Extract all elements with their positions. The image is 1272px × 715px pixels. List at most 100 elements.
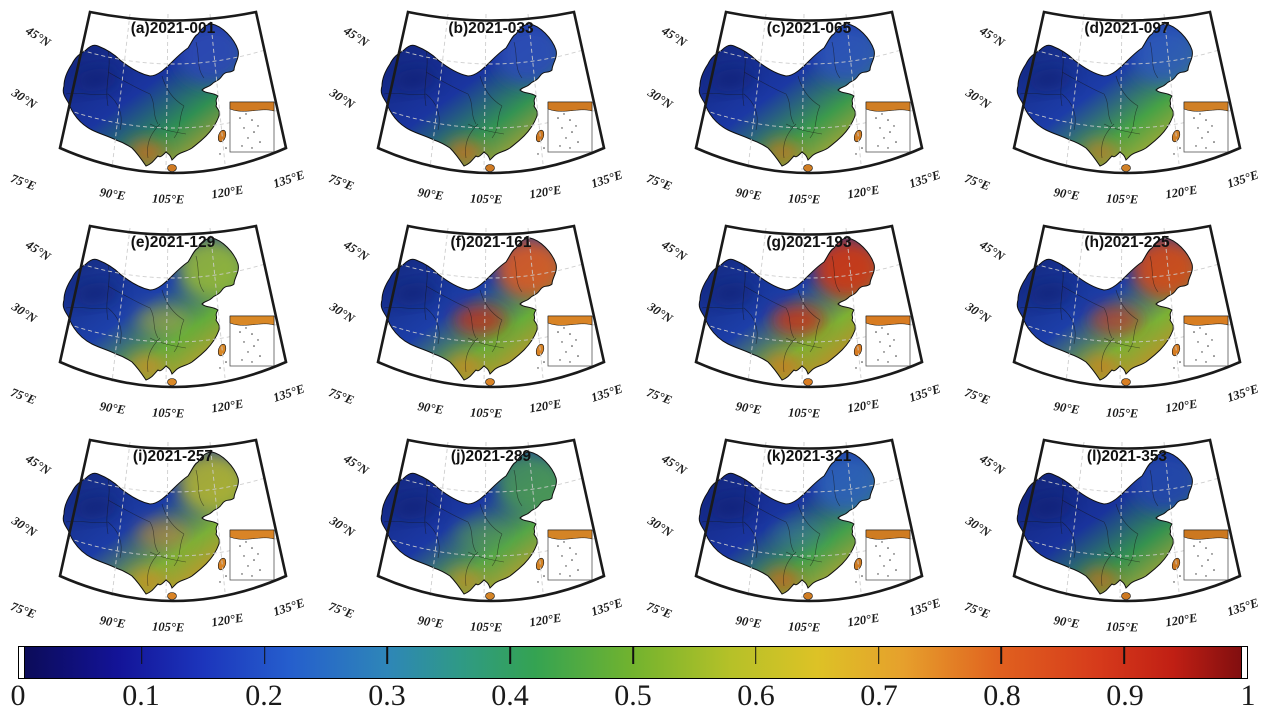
panel-title: (k)2021-321: [767, 448, 852, 465]
lon-label-75e: 75°E: [645, 385, 674, 407]
lon-label-105e: 105°E: [1106, 191, 1139, 206]
china-country-outline: [62, 23, 239, 167]
lon-label-90e: 90°E: [99, 185, 127, 203]
south-china-sea-inset: [547, 315, 593, 367]
inset-coastline: [547, 315, 593, 326]
inset-coastline: [229, 315, 275, 326]
graticule-lines: [67, 227, 279, 385]
hainan-island: [803, 592, 813, 600]
coastal-islet: [225, 575, 227, 577]
lon-label-120e: 120°E: [846, 611, 880, 630]
inset-islands: [1193, 541, 1215, 577]
map-frame: [376, 10, 606, 175]
inset-coastline: [229, 529, 275, 540]
lon-label-135e: 135°E: [907, 596, 942, 619]
hainan-island: [803, 164, 813, 172]
lat-label-45n: 45°N: [340, 23, 372, 50]
lon-label-120e: 120°E: [528, 397, 562, 416]
province-boundaries: [383, 255, 523, 373]
province-boundaries: [65, 255, 205, 373]
graticule-lines: [385, 441, 597, 599]
colorbar-tick: [1123, 647, 1125, 664]
hainan-island: [167, 378, 177, 386]
lat-label-45n: 45°N: [976, 23, 1008, 50]
map-frame: [58, 10, 288, 175]
graticule-lines: [1021, 227, 1233, 385]
lat-label-30n: 30°N: [326, 85, 358, 112]
lon-label-90e: 90°E: [1053, 613, 1081, 631]
province-boundaries: [1019, 469, 1159, 587]
lat-label-30n: 30°N: [8, 85, 40, 112]
lon-label-135e: 135°E: [1225, 596, 1260, 619]
tarim-basin-shading: [710, 282, 754, 306]
coastal-islet: [225, 147, 227, 149]
province-boundaries: [701, 469, 841, 587]
coastal-islet: [537, 367, 539, 369]
lon-label-75e: 75°E: [9, 171, 38, 193]
lat-label-30n: 30°N: [8, 299, 40, 326]
colorbar-tick-label: 0.9: [1106, 679, 1144, 712]
lon-label-135e: 135°E: [271, 596, 306, 619]
graticule-lines: [1021, 13, 1233, 171]
coastal-islet: [1173, 153, 1175, 155]
lat-label-30n: 30°N: [8, 513, 40, 540]
colorbar: 0 0.1 0.2 0.3 0.4 0.5 0.6 0.7 0.8 0.9 1: [11, 646, 1256, 715]
china-country-outline: [1016, 23, 1193, 167]
lon-label-105e: 105°E: [1106, 619, 1139, 634]
lat-label-30n: 30°N: [644, 85, 676, 112]
lat-label-30n: 30°N: [962, 299, 994, 326]
lon-label-135e: 135°E: [907, 382, 942, 405]
south-china-sea-inset: [1183, 101, 1229, 153]
coastal-islet: [861, 361, 863, 363]
coastal-islet: [1173, 367, 1175, 369]
lon-label-90e: 90°E: [735, 399, 763, 417]
panel-title: (a)2021-001: [131, 20, 216, 37]
tarim-basin-shading: [1028, 68, 1072, 92]
panel-title: (g)2021-193: [766, 234, 852, 251]
south-china-sea-inset: [229, 529, 275, 581]
lat-label-45n: 45°N: [658, 237, 690, 264]
panel-title: (i)2021-257: [133, 448, 213, 465]
graticule-lines: [385, 227, 597, 385]
graticule-lines: [67, 13, 279, 171]
china-country-outline: [1016, 237, 1193, 381]
lat-label-45n: 45°N: [976, 451, 1008, 478]
coastal-islet: [861, 575, 863, 577]
lon-label-90e: 90°E: [417, 613, 445, 631]
south-china-sea-inset: [865, 315, 911, 367]
province-boundaries: [65, 41, 205, 159]
south-china-sea-inset: [865, 101, 911, 153]
china-map-panel: (e)2021-129 45°N 30°N 75°E 90°E 105°E 12…: [8, 224, 306, 421]
map-frame: [694, 10, 924, 175]
inset-islands: [557, 541, 579, 577]
lon-label-90e: 90°E: [417, 399, 445, 417]
china-map-panel: (a)2021-001 45°N 30°N 75°E 90°E 105°E 12…: [8, 10, 306, 207]
lon-label-105e: 105°E: [788, 191, 821, 206]
colorbar-tick-label: 0.8: [983, 679, 1021, 712]
lat-label-30n: 30°N: [326, 299, 358, 326]
china-map-panel: (b)2021-033 45°N 30°N 75°E 90°E 105°E 12…: [326, 10, 624, 207]
tarim-basin-shading: [1028, 282, 1072, 306]
colorbar-tick-label: 0: [10, 679, 26, 712]
china-map-panel: (d)2021-097 45°N 30°N 75°E 90°E 105°E 12…: [962, 10, 1260, 207]
panel-title: (f)2021-161: [451, 234, 532, 251]
colorbar-tick-label: 0.5: [614, 679, 652, 712]
inset-islands: [557, 113, 579, 149]
colorbar-endcap-right: [1241, 647, 1247, 678]
tarim-basin-shading: [710, 496, 754, 520]
lon-label-135e: 135°E: [271, 382, 306, 405]
inset-coastline: [229, 101, 275, 112]
lon-label-135e: 135°E: [1225, 168, 1260, 191]
inset-islands: [239, 541, 261, 577]
colorbar-tick: [509, 647, 511, 664]
hainan-island: [1121, 592, 1131, 600]
lon-label-135e: 135°E: [589, 382, 624, 405]
inset-islands: [875, 113, 897, 149]
lat-label-45n: 45°N: [22, 237, 54, 264]
coastal-islet: [855, 581, 857, 583]
hainan-island: [485, 592, 495, 600]
lon-label-75e: 75°E: [9, 599, 38, 621]
inset-coastline: [1183, 101, 1229, 112]
coastal-islet: [1173, 581, 1175, 583]
graticule-lines: [703, 13, 915, 171]
